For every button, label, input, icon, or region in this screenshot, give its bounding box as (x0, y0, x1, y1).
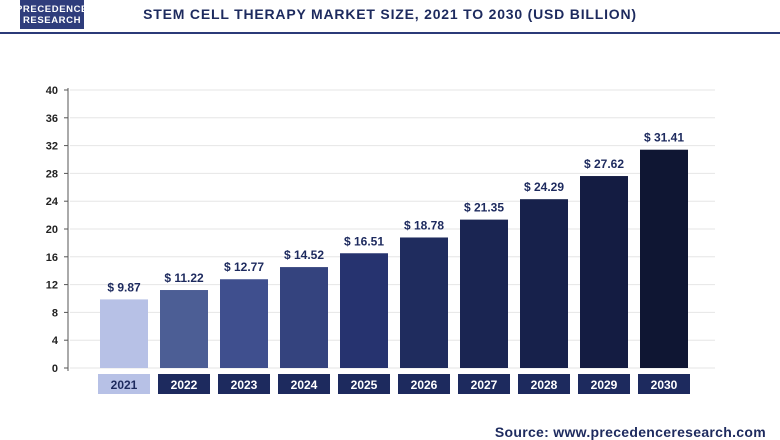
chart-title: STEM CELL THERAPY MARKET SIZE, 2021 TO 2… (143, 6, 637, 22)
source-text[interactable]: Source: www.precedenceresearch.com (494, 424, 766, 440)
value-label-2021: $ 9.87 (107, 280, 141, 294)
x-tick-label-2024: 2024 (291, 378, 318, 392)
logo-line-2: RESEARCH (22, 14, 82, 26)
x-tick-label-2021: 2021 (111, 378, 138, 392)
value-label-2022: $ 11.22 (164, 271, 204, 285)
y-tick-label: 32 (46, 141, 58, 153)
bar-2022[interactable] (160, 290, 208, 368)
value-label-2030: $ 31.41 (644, 131, 684, 145)
value-label-2025: $ 16.51 (344, 234, 384, 248)
value-label-2028: $ 24.29 (524, 180, 564, 194)
y-tick-label: 12 (46, 280, 58, 292)
bar-2023[interactable] (220, 279, 268, 368)
value-label-2027: $ 21.35 (464, 201, 504, 215)
y-tick-label: 20 (46, 224, 58, 236)
value-labels: $ 9.87 $ 11.22 $ 12.77 $ 14.52 $ 16.51 $ 18.7… (107, 131, 684, 295)
brand-logo[interactable]: PRECEDENCE RESEARCH (16, 0, 87, 29)
bar-2024[interactable] (280, 267, 328, 368)
x-tick-label-2026: 2026 (411, 378, 438, 392)
y-tick-label: 24 (46, 196, 59, 208)
x-tick-label-2022: 2022 (171, 378, 198, 392)
value-label-2023: $ 12.77 (224, 260, 264, 274)
bar-2021[interactable] (100, 299, 148, 368)
y-tick-label: 4 (52, 335, 59, 347)
value-label-2029: $ 27.62 (584, 157, 624, 171)
x-label-box-2030 (638, 374, 690, 394)
bar-2030[interactable] (640, 149, 688, 368)
y-tick-label: 0 (52, 363, 58, 375)
x-label-box-2026 (398, 374, 450, 394)
x-label-box-2029 (578, 374, 630, 394)
header-bar (0, 0, 780, 32)
x-tick-label-2030: 2030 (651, 378, 678, 392)
bar-2027[interactable] (460, 219, 508, 368)
x-axis-labels: 2021 2022 2023 2024 2025 2026 2027 2028 2029 2030 (98, 374, 690, 394)
x-label-box-2021 (98, 374, 150, 394)
x-label-box-2027 (458, 374, 510, 394)
value-label-2024: $ 14.52 (284, 248, 324, 262)
x-label-box-2028 (518, 374, 570, 394)
chart-panel: 0 4 8 12 16 20 24 28 32 36 40 $ 9.87 $ 11.22 $ 12.77… (0, 48, 780, 424)
y-tick-label: 28 (46, 168, 58, 180)
bars (100, 149, 688, 368)
x-tick-label-2028: 2028 (531, 378, 558, 392)
x-label-box-2022 (158, 374, 210, 394)
x-label-box-2025 (338, 374, 390, 394)
y-tick-label: 40 (46, 85, 58, 97)
x-tick-label-2025: 2025 (351, 378, 378, 392)
x-tick-label-2023: 2023 (231, 378, 258, 392)
value-label-2026: $ 18.78 (404, 218, 444, 232)
y-tick-label: 8 (52, 307, 58, 319)
x-label-box-2024 (278, 374, 330, 394)
y-tick-label: 16 (46, 252, 58, 264)
header-divider (0, 32, 780, 34)
x-tick-label-2027: 2027 (471, 378, 498, 392)
y-tick-label: 36 (46, 113, 58, 125)
bar-2029[interactable] (580, 176, 628, 368)
x-label-box-2023 (218, 374, 270, 394)
x-tick-label-2029: 2029 (591, 378, 618, 392)
y-axis-ticks: 0 4 8 12 16 20 24 28 32 36 40 (46, 85, 68, 375)
logo-line-1: PRECEDENCE (16, 3, 88, 15)
bar-2025[interactable] (340, 253, 388, 368)
bar-2028[interactable] (520, 199, 568, 368)
bar-2026[interactable] (400, 237, 448, 368)
